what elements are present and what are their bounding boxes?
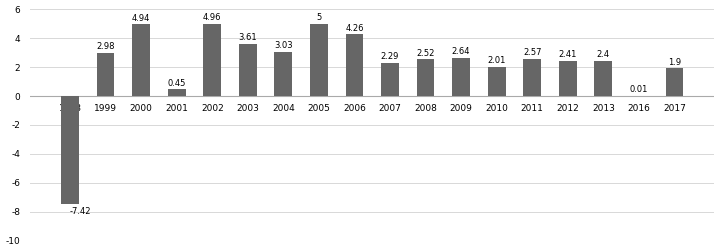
Bar — [487, 67, 505, 96]
Bar — [310, 23, 328, 96]
Bar — [452, 58, 470, 96]
Text: 4.26: 4.26 — [345, 23, 364, 33]
Text: 2.4: 2.4 — [597, 50, 610, 59]
Text: 0.45: 0.45 — [168, 79, 186, 88]
Text: 2.52: 2.52 — [416, 49, 435, 58]
Bar — [381, 63, 399, 96]
Text: 4.94: 4.94 — [132, 14, 150, 23]
Bar — [523, 59, 541, 96]
Bar — [346, 34, 364, 96]
Text: 2.64: 2.64 — [452, 47, 470, 56]
Text: 1.9: 1.9 — [668, 58, 681, 67]
Text: 4.96: 4.96 — [203, 13, 222, 22]
Bar — [203, 24, 221, 96]
Text: 2.01: 2.01 — [487, 56, 506, 65]
Text: 3.03: 3.03 — [274, 41, 292, 50]
Bar — [274, 52, 292, 96]
Bar — [665, 69, 683, 96]
Text: 2.29: 2.29 — [381, 52, 399, 61]
Text: 2.41: 2.41 — [559, 50, 577, 59]
Bar — [239, 44, 257, 96]
Text: 0.01: 0.01 — [630, 85, 648, 94]
Bar — [96, 53, 114, 96]
Bar — [132, 24, 150, 96]
Text: 2.98: 2.98 — [96, 42, 114, 51]
Text: 5: 5 — [316, 13, 322, 22]
Text: 2.57: 2.57 — [523, 48, 541, 57]
Text: -7.42: -7.42 — [70, 207, 91, 216]
Bar — [417, 59, 434, 96]
Bar — [559, 61, 577, 96]
Bar — [595, 61, 612, 96]
Text: 3.61: 3.61 — [238, 33, 257, 42]
Bar — [61, 96, 79, 204]
Bar — [168, 89, 186, 96]
